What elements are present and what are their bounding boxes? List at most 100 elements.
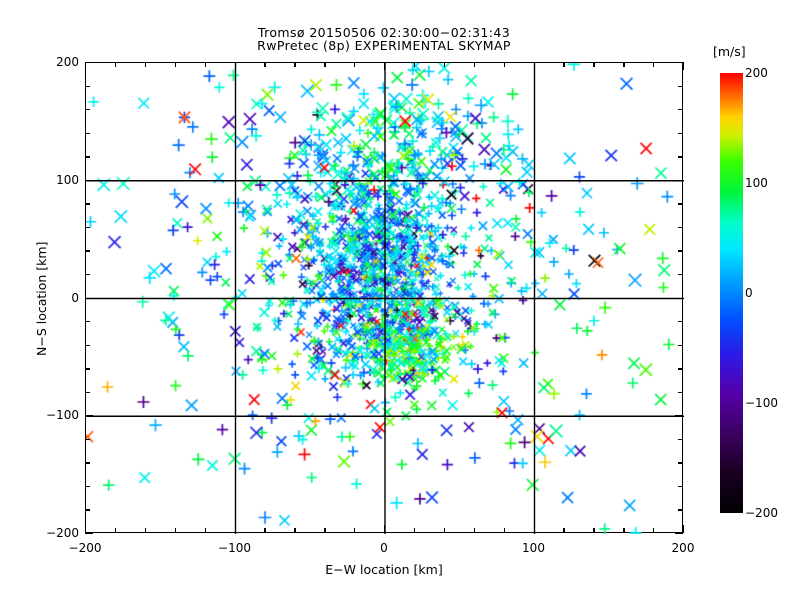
tick-mark bbox=[675, 62, 683, 64]
tick-mark bbox=[204, 528, 206, 533]
tick-mark bbox=[678, 203, 683, 205]
x-tick-label: 0 bbox=[380, 541, 388, 555]
y-axis-label: N−S location [km] bbox=[34, 241, 49, 356]
chart-title: Tromsø 20150506 02:30:00−02:31:43 RwPret… bbox=[0, 26, 768, 52]
tick-mark bbox=[678, 485, 683, 488]
tick-mark bbox=[354, 528, 356, 533]
tick-mark bbox=[204, 62, 206, 67]
tick-mark bbox=[413, 528, 416, 533]
tick-mark bbox=[85, 62, 93, 64]
tick-mark bbox=[85, 368, 90, 370]
tick-mark bbox=[85, 85, 90, 87]
tick-mark bbox=[443, 528, 446, 533]
x-tick-label: −100 bbox=[218, 541, 251, 555]
colorbar-gradient bbox=[720, 73, 743, 513]
tick-mark bbox=[85, 415, 93, 417]
colorbar-tick-label: 200 bbox=[745, 66, 768, 80]
tick-mark bbox=[678, 438, 683, 441]
tick-mark bbox=[473, 528, 476, 533]
tick-mark bbox=[675, 415, 683, 417]
tick-mark bbox=[85, 203, 90, 205]
colorbar-tick-label: 100 bbox=[745, 176, 768, 190]
tick-mark bbox=[85, 250, 90, 252]
tick-mark bbox=[678, 132, 683, 135]
tick-mark bbox=[174, 528, 177, 533]
tick-mark bbox=[593, 62, 595, 67]
tick-mark bbox=[503, 528, 505, 533]
tick-mark bbox=[675, 533, 683, 535]
tick-mark bbox=[234, 525, 236, 533]
tick-mark bbox=[678, 156, 683, 158]
tick-mark bbox=[678, 391, 683, 394]
tick-mark bbox=[85, 391, 90, 394]
tick-mark bbox=[563, 62, 565, 67]
tick-mark bbox=[85, 344, 90, 346]
tick-mark bbox=[623, 62, 625, 67]
colorbar-tick-label: −200 bbox=[745, 506, 778, 520]
tick-mark bbox=[675, 297, 683, 299]
y-tick-label: 100 bbox=[56, 172, 79, 187]
tick-mark bbox=[354, 62, 356, 67]
tick-mark bbox=[114, 528, 117, 533]
tick-mark bbox=[264, 62, 266, 67]
tick-mark bbox=[533, 62, 535, 70]
tick-mark bbox=[85, 297, 93, 299]
scatter-plot-canvas bbox=[86, 63, 684, 534]
tick-mark bbox=[678, 85, 683, 87]
tick-mark bbox=[85, 273, 90, 276]
tick-mark bbox=[563, 528, 565, 533]
tick-mark bbox=[294, 62, 296, 67]
tick-mark bbox=[114, 62, 117, 67]
tick-mark bbox=[85, 485, 90, 488]
tick-mark bbox=[503, 62, 505, 67]
tick-mark bbox=[85, 533, 93, 535]
y-tick-label: −100 bbox=[46, 408, 79, 423]
plot-area bbox=[85, 62, 684, 534]
tick-mark bbox=[85, 62, 87, 70]
tick-mark bbox=[234, 62, 236, 70]
tick-mark bbox=[85, 462, 90, 464]
tick-mark bbox=[678, 109, 683, 111]
tick-mark bbox=[294, 528, 296, 533]
tick-mark bbox=[678, 462, 683, 464]
tick-mark bbox=[85, 525, 87, 533]
colorbar-unit-label: [m/s] bbox=[713, 44, 746, 59]
tick-mark bbox=[144, 62, 147, 67]
title-line-1: Tromsø 20150506 02:30:00−02:31:43 bbox=[257, 25, 511, 40]
tick-mark bbox=[678, 368, 683, 370]
x-tick-label: 100 bbox=[522, 541, 545, 555]
tick-mark bbox=[678, 250, 683, 252]
x-tick-label: 200 bbox=[671, 541, 695, 555]
tick-mark bbox=[678, 226, 683, 229]
tick-mark bbox=[85, 226, 90, 229]
tick-mark bbox=[174, 62, 177, 67]
tick-mark bbox=[678, 344, 683, 346]
tick-mark bbox=[678, 509, 683, 511]
y-tick-label: −200 bbox=[46, 526, 79, 540]
tick-mark bbox=[324, 528, 326, 533]
tick-mark bbox=[443, 62, 446, 67]
tick-mark bbox=[653, 528, 655, 533]
tick-mark bbox=[85, 179, 93, 182]
tick-mark bbox=[678, 321, 683, 323]
tick-mark bbox=[324, 62, 326, 67]
colorbar bbox=[720, 73, 743, 513]
tick-mark bbox=[85, 438, 90, 441]
tick-mark bbox=[384, 525, 386, 533]
tick-mark bbox=[85, 109, 90, 111]
tick-mark bbox=[413, 62, 416, 67]
tick-mark bbox=[683, 525, 685, 533]
tick-mark bbox=[473, 62, 476, 67]
tick-mark bbox=[653, 62, 655, 67]
tick-mark bbox=[593, 528, 595, 533]
tick-mark bbox=[264, 528, 266, 533]
tick-mark bbox=[384, 62, 386, 70]
tick-mark bbox=[675, 179, 683, 182]
y-tick-label: 200 bbox=[56, 55, 79, 69]
tick-mark bbox=[678, 273, 683, 276]
tick-mark bbox=[85, 509, 90, 511]
x-axis-label: E−W location [km] bbox=[325, 562, 443, 577]
tick-mark bbox=[85, 321, 90, 323]
x-tick-label: −200 bbox=[68, 541, 102, 555]
title-line-2: RwPretec (8p) EXPERIMENTAL SKYMAP bbox=[257, 38, 511, 53]
